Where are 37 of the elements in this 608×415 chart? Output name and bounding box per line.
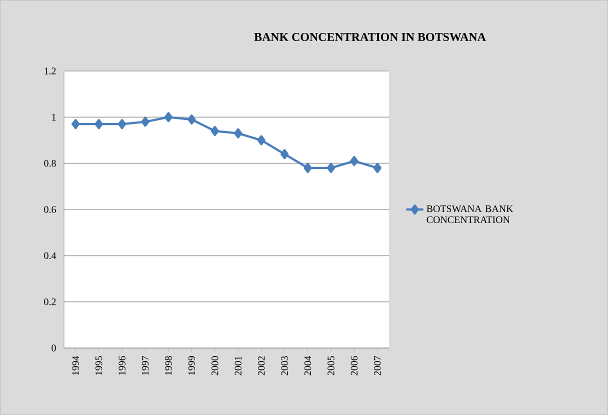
x-tick-label: 1999 [188, 356, 196, 375]
point [72, 119, 80, 130]
y-tick-label: 1 [52, 114, 56, 120]
point [234, 128, 242, 138]
point [350, 156, 358, 166]
x-tick-label: 2007 [374, 356, 381, 376]
x-tick-label: 2002 [258, 356, 265, 376]
point [118, 119, 126, 130]
x-tick-label: 2006 [350, 356, 358, 376]
y-tick-label: 0 [52, 344, 56, 352]
x-tick-label: 1995 [95, 356, 102, 375]
point [280, 149, 289, 160]
x-tick-label: 1996 [118, 356, 126, 375]
point [326, 162, 336, 174]
point [164, 112, 173, 122]
x-tick-label: 1997 [142, 356, 149, 375]
y-tick-label: 0.8 [44, 160, 56, 167]
x-tick-label: 2005 [328, 356, 334, 376]
legend-label: BOTSWANA BANK CONCENTRATION [426, 205, 514, 224]
y-tick-label: 0.2 [44, 298, 56, 306]
x-tick-label: 2001 [234, 356, 242, 376]
chart-title: BANK CONCENTRATION IN BOTSWANA [254, 32, 486, 42]
x-tick-label: 2000 [212, 356, 218, 376]
point [373, 162, 382, 174]
point [141, 116, 150, 127]
point [257, 135, 266, 146]
point [210, 126, 219, 136]
point [304, 162, 312, 174]
y-tick-label: 0.6 [44, 206, 56, 213]
x-tick-label: 2003 [281, 356, 288, 376]
y-tick-label: 0.4 [44, 252, 56, 260]
x-tick-label: 1998 [165, 356, 172, 375]
y-tick-label: 1.2 [44, 68, 56, 74]
x-tick-label: 1994 [72, 356, 79, 375]
x-tick-label: 2004 [304, 356, 312, 376]
point [188, 114, 196, 125]
point [94, 119, 103, 130]
